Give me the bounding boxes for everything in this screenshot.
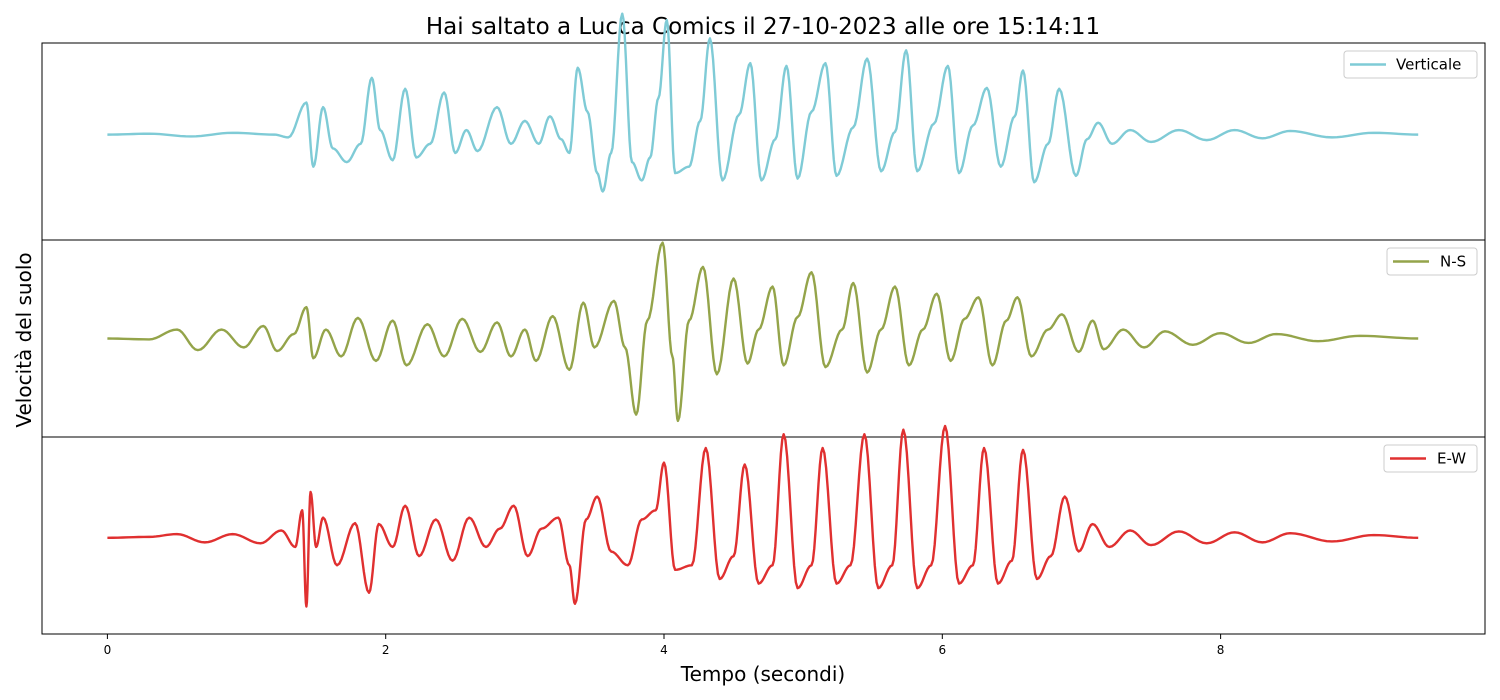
- x-tick-label-6: 6: [938, 643, 946, 657]
- x-tick-label-0: 0: [104, 643, 112, 657]
- x-axis: 0 2 4 6 8: [104, 634, 1225, 657]
- x-tick-4: 4: [660, 634, 668, 657]
- legend-box-vertical: [1343, 50, 1478, 79]
- panel-vertical: Verticale: [41, 12, 1486, 241]
- series-line-vertical: [107, 12, 1419, 193]
- legend-vertical: Verticale: [1343, 50, 1478, 79]
- legend-n-s: N-S: [1386, 247, 1478, 276]
- series-line-n-s: [107, 241, 1419, 423]
- panel-n-s-frame: [41, 239, 1486, 438]
- x-tick-8: 8: [1217, 634, 1225, 657]
- panel-e-w: E-W: [41, 424, 1486, 635]
- panel-n-s: N-S: [41, 239, 1486, 438]
- panel-e-w-frame: [41, 436, 1486, 635]
- x-tick-label-2: 2: [382, 643, 390, 657]
- y-axis-label: Velocità del suolo: [12, 252, 36, 427]
- chart-title: Hai saltato a Lucca Comics il 27-10-2023…: [426, 14, 1100, 40]
- x-tick-label-4: 4: [660, 643, 668, 657]
- x-tick-2: 2: [382, 634, 390, 657]
- legend-label-e-w: E-W: [1437, 450, 1466, 468]
- legend-label-vertical: Verticale: [1396, 56, 1461, 74]
- legend-box-e-w: [1383, 444, 1478, 473]
- series-line-e-w: [107, 424, 1419, 608]
- legend-label-n-s: N-S: [1440, 253, 1466, 271]
- x-tick-6: 6: [938, 634, 946, 657]
- x-tick-0: 0: [104, 634, 112, 657]
- panel-vertical-frame: [41, 42, 1486, 241]
- x-tick-label-8: 8: [1217, 643, 1225, 657]
- legend-box-n-s: [1386, 247, 1478, 276]
- x-axis-label: Tempo (secondi): [680, 662, 845, 686]
- legend-e-w: E-W: [1383, 444, 1478, 473]
